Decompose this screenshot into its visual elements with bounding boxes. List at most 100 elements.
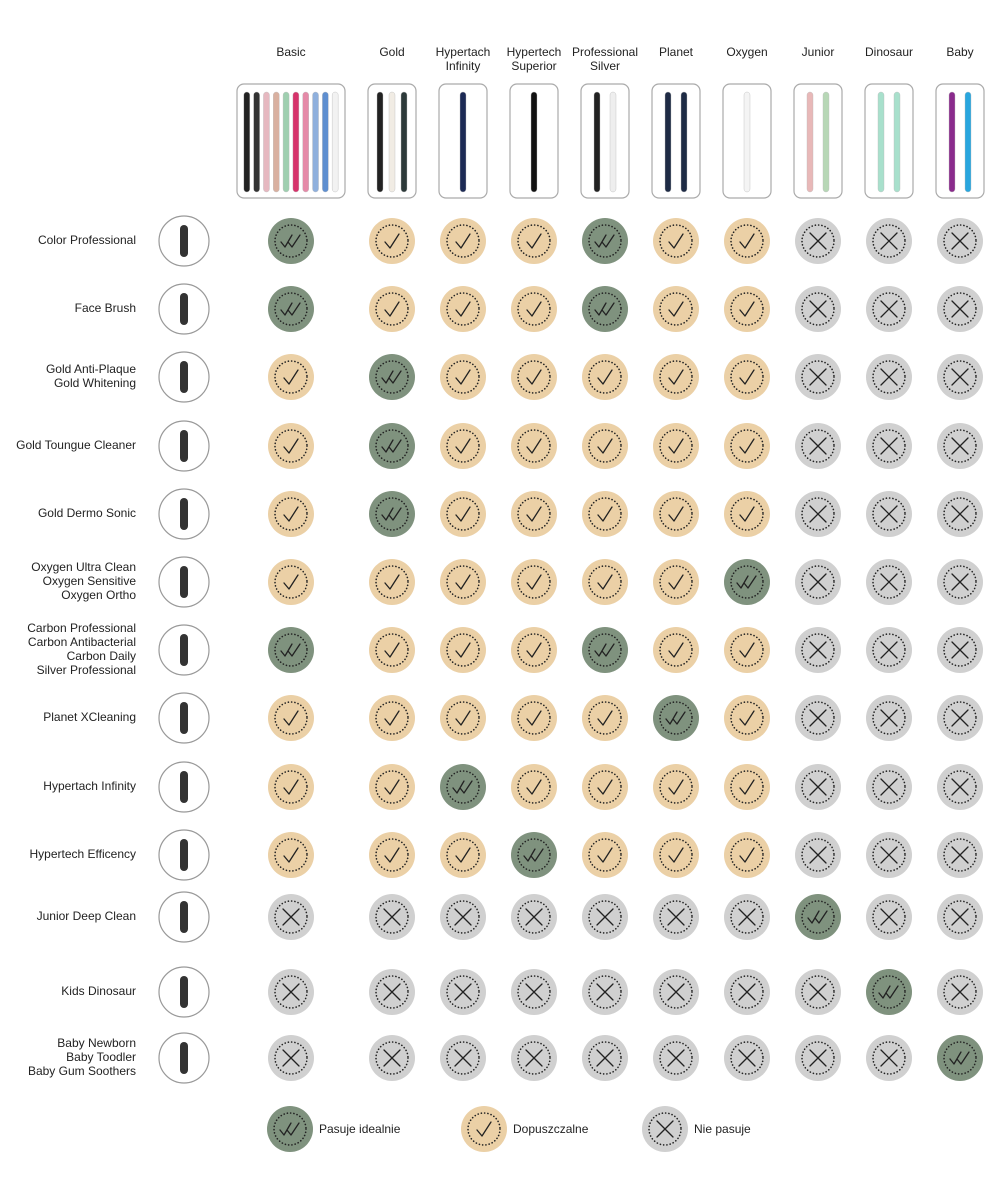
status-icon xyxy=(653,423,699,469)
icon-dots xyxy=(274,701,308,735)
status-icon xyxy=(795,491,841,537)
icon-glyph xyxy=(949,1051,970,1065)
status-icon xyxy=(582,218,628,264)
product-brush xyxy=(243,91,251,193)
row-label: Planet XCleaning xyxy=(43,710,136,724)
icon-dots xyxy=(375,360,409,394)
icon-glyph xyxy=(951,505,969,523)
icon-glyph xyxy=(809,846,827,864)
icon-dots xyxy=(872,565,906,599)
icon-glyph xyxy=(739,369,755,385)
icon-glyph xyxy=(665,711,686,725)
icon-glyph xyxy=(668,779,684,795)
row-label: Carbon Antibacterial xyxy=(28,635,136,649)
status-icon xyxy=(440,491,486,537)
icon-glyph xyxy=(951,846,969,864)
icon-glyph xyxy=(668,847,684,863)
icon-dots xyxy=(943,497,977,531)
icon-dots xyxy=(588,770,622,804)
status-icon xyxy=(724,832,770,878)
status-icon xyxy=(724,1035,770,1081)
icon-glyph xyxy=(384,710,400,726)
icon-glyph xyxy=(283,574,299,590)
status-icon xyxy=(653,695,699,741)
icon-glyph xyxy=(739,847,755,863)
icon-glyph xyxy=(880,437,898,455)
icon-glyph xyxy=(739,506,755,522)
status-icon xyxy=(267,1106,313,1152)
icon-dots xyxy=(801,770,835,804)
row-label: Color Professional xyxy=(38,233,136,247)
status-icon xyxy=(937,695,983,741)
status-icon xyxy=(866,218,912,264)
status-icon xyxy=(582,627,628,673)
column-header: Hypertech xyxy=(507,45,562,59)
status-icon xyxy=(724,764,770,810)
icon-glyph xyxy=(668,369,684,385)
icon-glyph xyxy=(597,438,613,454)
status-icon xyxy=(937,764,983,810)
icon-dots xyxy=(872,900,906,934)
icon-glyph xyxy=(455,642,471,658)
status-icon xyxy=(511,354,557,400)
icon-glyph xyxy=(455,506,471,522)
status-icon xyxy=(511,969,557,1015)
icon-glyph xyxy=(452,780,473,794)
icon-glyph xyxy=(738,1049,756,1067)
status-icon xyxy=(369,627,415,673)
product-brush xyxy=(376,91,384,193)
icon-dots xyxy=(517,900,551,934)
column-header: Silver xyxy=(590,59,620,73)
icon-glyph xyxy=(282,908,300,926)
icon-glyph xyxy=(597,779,613,795)
status-icon xyxy=(369,423,415,469)
icon-dots xyxy=(659,429,693,463)
icon-dots xyxy=(659,900,693,934)
legend-label: Dopuszczalne xyxy=(513,1122,589,1136)
icon-glyph xyxy=(809,437,827,455)
status-icon xyxy=(866,832,912,878)
icon-dots xyxy=(446,975,480,1009)
icon-dots xyxy=(730,360,764,394)
icon-dots xyxy=(659,701,693,735)
status-icon xyxy=(795,218,841,264)
icon-dots xyxy=(517,497,551,531)
icon-dots xyxy=(274,770,308,804)
icon-dots xyxy=(274,360,308,394)
icon-glyph xyxy=(880,573,898,591)
icon-dots xyxy=(588,497,622,531)
icon-dots xyxy=(659,292,693,326)
status-icon xyxy=(369,286,415,332)
column-header: Planet xyxy=(659,45,694,59)
product-brush xyxy=(400,91,408,193)
status-icon xyxy=(582,894,628,940)
status-icon xyxy=(268,695,314,741)
icon-dots xyxy=(872,633,906,667)
product-brush xyxy=(680,91,688,193)
icon-dots xyxy=(943,770,977,804)
icon-glyph xyxy=(455,438,471,454)
status-icon xyxy=(937,894,983,940)
icon-glyph xyxy=(280,302,301,316)
row-label: Silver Professional xyxy=(37,663,136,677)
icon-dots xyxy=(517,701,551,735)
icon-dots xyxy=(517,770,551,804)
row-label: Oxygen Ortho xyxy=(61,588,136,602)
icon-dots xyxy=(375,770,409,804)
product-image-box xyxy=(580,83,630,199)
icon-glyph xyxy=(880,641,898,659)
status-icon xyxy=(724,354,770,400)
icon-dots xyxy=(801,292,835,326)
icon-dots xyxy=(801,900,835,934)
status-icon xyxy=(440,832,486,878)
status-icon xyxy=(582,695,628,741)
icon-dots xyxy=(588,565,622,599)
icon-glyph xyxy=(667,983,685,1001)
icon-glyph xyxy=(283,710,299,726)
icon-glyph xyxy=(526,233,542,249)
product-brush xyxy=(743,91,751,193)
icon-glyph xyxy=(525,983,543,1001)
status-icon xyxy=(795,627,841,673)
icon-dots xyxy=(274,900,308,934)
status-icon xyxy=(440,559,486,605)
